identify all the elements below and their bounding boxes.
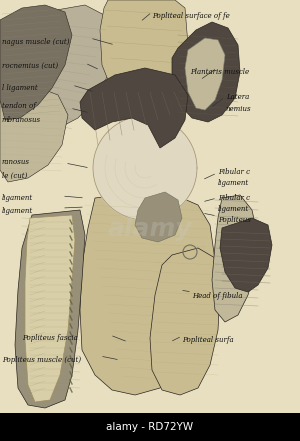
Polygon shape <box>25 215 75 402</box>
Text: mbranosus: mbranosus <box>2 116 41 124</box>
Polygon shape <box>150 248 220 395</box>
Text: ranosus: ranosus <box>2 158 30 166</box>
Polygon shape <box>10 5 115 135</box>
Text: Latera: Latera <box>226 93 249 101</box>
Text: alamy: alamy <box>108 217 192 241</box>
Polygon shape <box>100 0 188 98</box>
Polygon shape <box>0 88 68 182</box>
Text: alamy - RD72YW: alamy - RD72YW <box>106 422 194 432</box>
Polygon shape <box>80 192 215 395</box>
Text: Popliteus muscle (cut): Popliteus muscle (cut) <box>2 356 81 364</box>
Text: Popliteal surfa: Popliteal surfa <box>182 336 234 344</box>
Text: Fibular c: Fibular c <box>218 168 250 176</box>
Text: Popliteus: Popliteus <box>218 216 251 224</box>
Text: ligament: ligament <box>218 205 249 213</box>
Bar <box>0 413 300 441</box>
Text: le (cut): le (cut) <box>2 172 27 180</box>
Text: nagus muscle (cut): nagus muscle (cut) <box>2 38 70 46</box>
Text: Popliteus fascia: Popliteus fascia <box>22 334 78 342</box>
Polygon shape <box>220 218 272 292</box>
Text: ligament: ligament <box>2 207 33 215</box>
Polygon shape <box>15 210 85 408</box>
Polygon shape <box>80 68 188 148</box>
Text: Head of fibula: Head of fibula <box>192 292 242 300</box>
Text: Popliteal surface of fe: Popliteal surface of fe <box>152 12 230 20</box>
Text: Fibular c: Fibular c <box>218 194 250 202</box>
Polygon shape <box>0 5 72 120</box>
Text: ligament: ligament <box>2 194 33 202</box>
Text: nemius: nemius <box>226 105 252 113</box>
Polygon shape <box>172 22 240 122</box>
Polygon shape <box>185 38 225 110</box>
Text: tendon of: tendon of <box>2 102 36 110</box>
Polygon shape <box>135 192 182 242</box>
Polygon shape <box>93 116 197 220</box>
Text: ligament: ligament <box>218 179 249 187</box>
Polygon shape <box>212 195 258 322</box>
Text: l ligament: l ligament <box>2 84 38 92</box>
Text: rocnemius (cut): rocnemius (cut) <box>2 62 58 70</box>
Text: Plantaris muscle: Plantaris muscle <box>190 68 249 76</box>
